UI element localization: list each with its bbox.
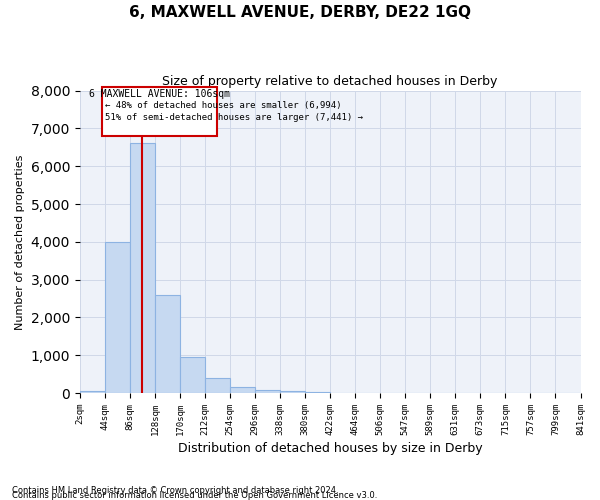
Text: ← 48% of detached houses are smaller (6,994): ← 48% of detached houses are smaller (6,… xyxy=(105,101,341,110)
Bar xyxy=(205,378,230,393)
Text: 6 MAXWELL AVENUE: 106sqm: 6 MAXWELL AVENUE: 106sqm xyxy=(89,88,230,99)
Bar xyxy=(305,392,330,393)
Text: Contains HM Land Registry data © Crown copyright and database right 2024.: Contains HM Land Registry data © Crown c… xyxy=(12,486,338,495)
Text: Contains public sector information licensed under the Open Government Licence v3: Contains public sector information licen… xyxy=(12,491,377,500)
Bar xyxy=(280,391,305,393)
Bar xyxy=(180,357,205,393)
Bar xyxy=(80,391,105,393)
Bar xyxy=(155,295,180,393)
Bar xyxy=(230,388,255,393)
Bar xyxy=(105,242,130,393)
Title: Size of property relative to detached houses in Derby: Size of property relative to detached ho… xyxy=(163,75,498,88)
FancyBboxPatch shape xyxy=(103,87,217,136)
Text: 51% of semi-detached houses are larger (7,441) →: 51% of semi-detached houses are larger (… xyxy=(105,113,363,122)
Text: 6, MAXWELL AVENUE, DERBY, DE22 1GQ: 6, MAXWELL AVENUE, DERBY, DE22 1GQ xyxy=(129,5,471,20)
X-axis label: Distribution of detached houses by size in Derby: Distribution of detached houses by size … xyxy=(178,442,482,455)
Y-axis label: Number of detached properties: Number of detached properties xyxy=(15,154,25,330)
Bar xyxy=(130,144,155,393)
Bar xyxy=(255,390,280,393)
